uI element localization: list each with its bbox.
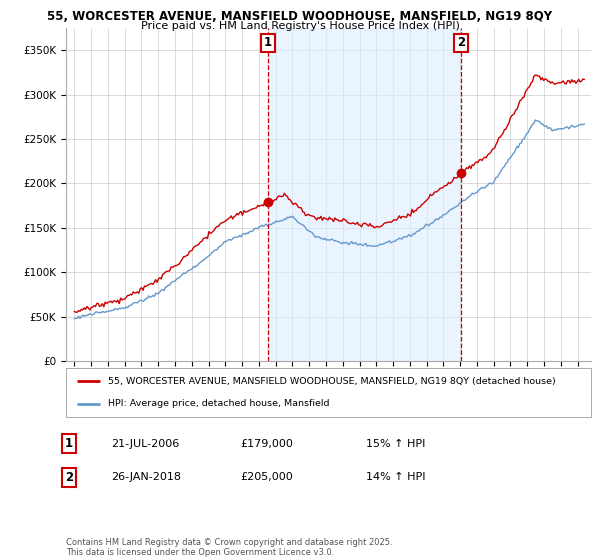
Text: 55, WORCESTER AVENUE, MANSFIELD WOODHOUSE, MANSFIELD, NG19 8QY: 55, WORCESTER AVENUE, MANSFIELD WOODHOUS… — [47, 10, 553, 23]
Text: 1: 1 — [65, 437, 73, 450]
Text: 1: 1 — [264, 36, 272, 49]
Text: £205,000: £205,000 — [240, 472, 293, 482]
Text: 21-JUL-2006: 21-JUL-2006 — [111, 438, 179, 449]
Text: 2: 2 — [457, 36, 466, 49]
Text: HPI: Average price, detached house, Mansfield: HPI: Average price, detached house, Mans… — [108, 399, 329, 408]
Text: 14% ↑ HPI: 14% ↑ HPI — [366, 472, 425, 482]
Text: Price paid vs. HM Land Registry's House Price Index (HPI): Price paid vs. HM Land Registry's House … — [140, 21, 460, 31]
Text: 2: 2 — [65, 470, 73, 484]
Text: 55, WORCESTER AVENUE, MANSFIELD WOODHOUSE, MANSFIELD, NG19 8QY (detached house): 55, WORCESTER AVENUE, MANSFIELD WOODHOUS… — [108, 377, 556, 386]
Text: 26-JAN-2018: 26-JAN-2018 — [111, 472, 181, 482]
Bar — [268, 28, 461, 361]
Text: 15% ↑ HPI: 15% ↑ HPI — [366, 438, 425, 449]
Text: Contains HM Land Registry data © Crown copyright and database right 2025.
This d: Contains HM Land Registry data © Crown c… — [66, 538, 392, 557]
Text: £179,000: £179,000 — [240, 438, 293, 449]
